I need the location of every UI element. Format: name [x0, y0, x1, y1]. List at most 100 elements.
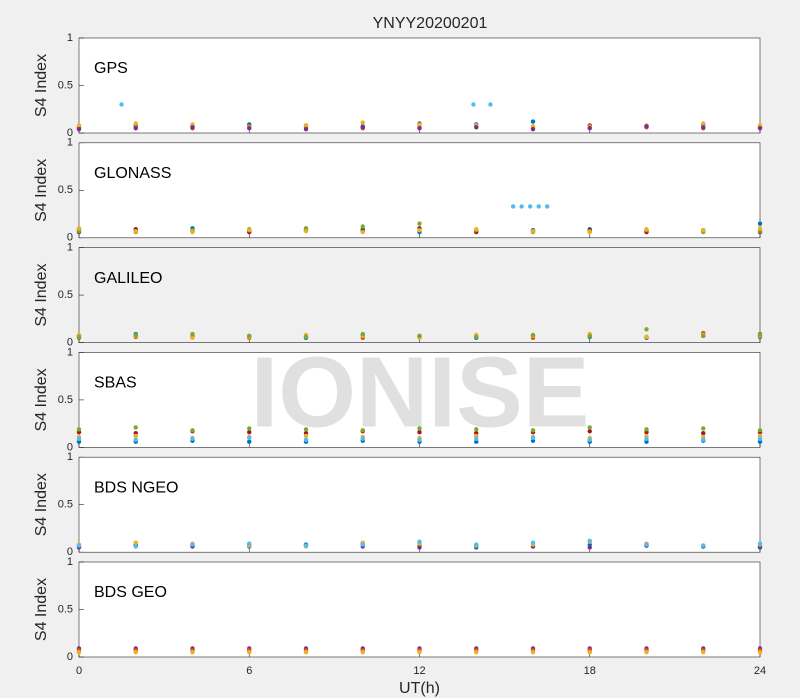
point — [360, 331, 365, 337]
y-tick-label: 1 — [67, 451, 73, 463]
point — [303, 543, 309, 548]
y-tick-label: 0 — [67, 232, 73, 244]
point — [303, 650, 309, 655]
point — [417, 545, 422, 550]
y-axis-label: S4 Index — [33, 473, 50, 536]
point — [417, 126, 422, 131]
point — [474, 125, 479, 130]
point — [757, 650, 763, 655]
point — [644, 334, 649, 340]
point — [757, 226, 763, 231]
point — [133, 126, 138, 131]
y-axis-label: S4 Index — [33, 264, 50, 327]
point — [587, 425, 592, 430]
y-tick-label: 1 — [67, 242, 73, 254]
y-tick-label: 0.5 — [58, 499, 73, 511]
y-tick-label: 0 — [67, 546, 73, 558]
point — [474, 227, 479, 232]
point — [190, 335, 195, 341]
point — [474, 427, 479, 432]
y-tick-label: 0 — [67, 337, 73, 349]
x-tick-label: 6 — [246, 665, 252, 677]
point — [76, 427, 82, 432]
point — [644, 542, 649, 547]
point — [757, 126, 763, 131]
x-tick-label: 18 — [584, 665, 596, 677]
panel-label: BDS GEO — [94, 584, 167, 601]
point — [530, 127, 536, 132]
point — [587, 538, 592, 543]
y-tick-label: 0 — [67, 441, 73, 453]
panel-label: BDS NGEO — [94, 479, 178, 496]
x-axis-label: UT(h) — [399, 680, 440, 697]
point — [701, 430, 706, 436]
point — [530, 540, 536, 545]
axes-bg — [78, 247, 761, 343]
point — [190, 542, 195, 547]
point — [133, 437, 138, 442]
y-axis-label: S4 Index — [33, 54, 50, 117]
point — [519, 204, 524, 209]
point — [303, 334, 309, 340]
point — [701, 121, 706, 126]
point — [247, 333, 252, 339]
point — [303, 228, 309, 234]
y-tick-label: 0.5 — [58, 289, 73, 301]
point — [530, 332, 536, 338]
point — [701, 125, 706, 130]
point — [417, 333, 422, 339]
axes-bg — [78, 37, 761, 134]
point — [247, 439, 252, 444]
y-tick-label: 1 — [67, 32, 73, 44]
point — [76, 226, 82, 231]
point — [303, 427, 309, 432]
point — [474, 542, 479, 547]
point — [530, 119, 536, 124]
x-tick-label: 0 — [76, 665, 82, 677]
point — [417, 437, 422, 442]
point — [587, 650, 592, 655]
point — [133, 228, 138, 234]
point — [190, 125, 195, 130]
point — [701, 333, 706, 339]
y-tick-label: 1 — [67, 346, 73, 358]
point — [701, 650, 706, 655]
point — [247, 435, 252, 441]
point — [417, 228, 422, 233]
point — [757, 221, 763, 226]
point — [190, 436, 195, 442]
point — [360, 120, 365, 125]
point — [247, 541, 252, 546]
y-tick-label: 0.5 — [58, 603, 73, 615]
point — [527, 204, 533, 209]
point — [190, 650, 195, 655]
point — [360, 650, 365, 655]
point — [587, 126, 592, 131]
point — [644, 427, 649, 432]
point — [417, 426, 422, 431]
y-tick-label: 1 — [67, 556, 73, 568]
point — [701, 426, 706, 431]
point — [701, 228, 706, 233]
point — [757, 541, 763, 546]
point — [530, 435, 536, 441]
point — [417, 122, 422, 127]
point — [360, 542, 365, 547]
point — [190, 428, 195, 433]
y-axis-label: S4 Index — [33, 578, 50, 641]
point — [360, 125, 365, 130]
point — [474, 436, 479, 442]
point — [644, 650, 649, 655]
point — [190, 331, 195, 337]
y-tick-label: 0 — [67, 651, 73, 663]
point — [757, 332, 763, 338]
point — [133, 433, 138, 439]
point — [488, 102, 493, 107]
point — [76, 127, 82, 132]
y-tick-label: 0.5 — [58, 394, 73, 406]
point — [360, 224, 365, 229]
y-axis-label: S4 Index — [33, 159, 50, 222]
y-tick-label: 1 — [67, 137, 73, 149]
point — [247, 126, 252, 131]
